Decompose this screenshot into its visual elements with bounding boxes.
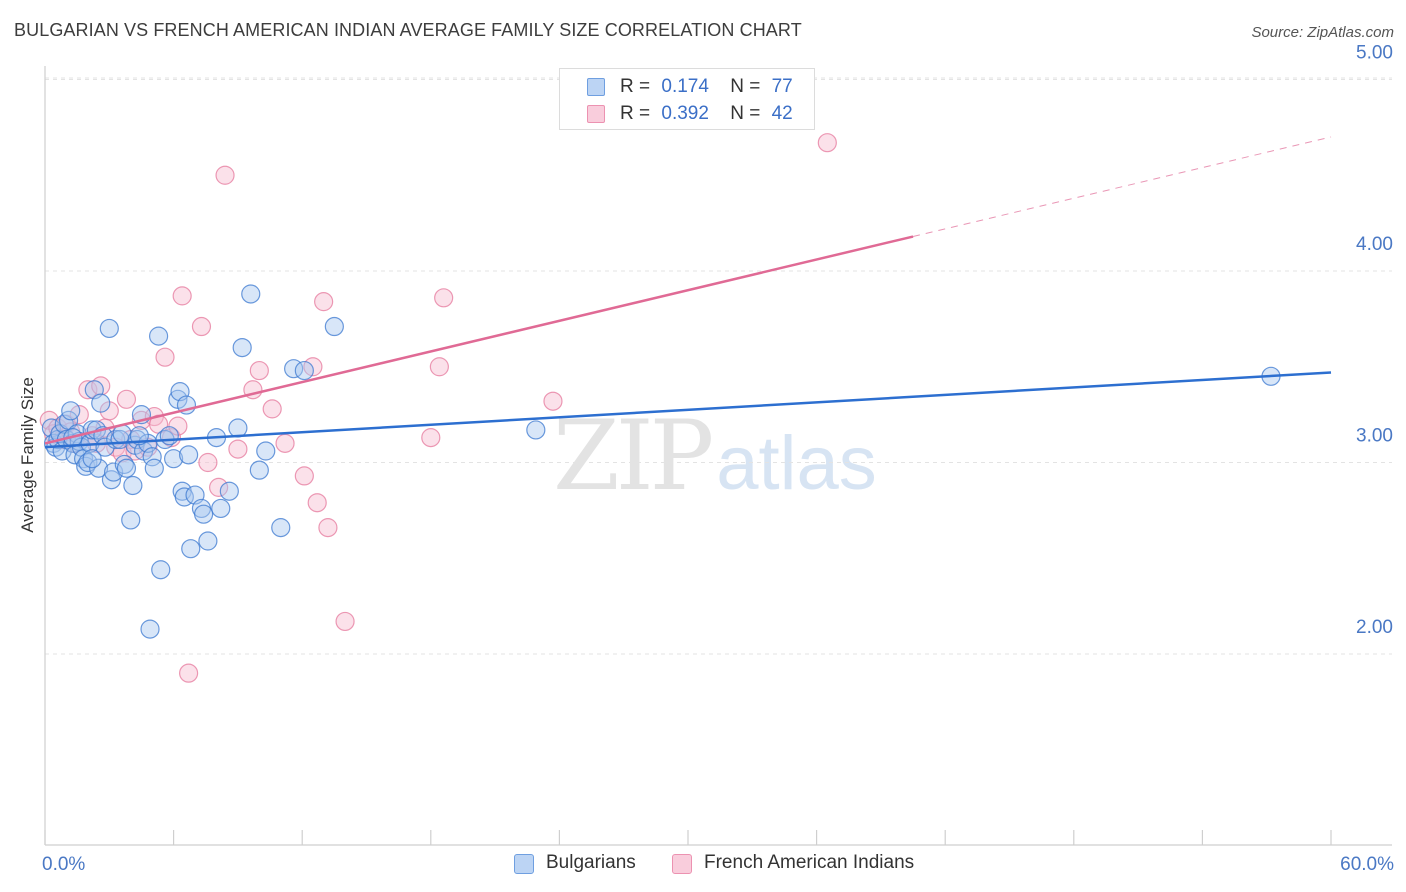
point-bulgarians-26 [99, 318, 119, 339]
point-bulgarians-63 [228, 418, 248, 438]
legend-n-label: N = [730, 76, 761, 97]
legend-r-value: 0.392 [661, 103, 709, 124]
point-bulgarians-35 [123, 475, 143, 496]
point-french-8 [78, 380, 98, 400]
point-french-42 [421, 428, 441, 448]
point-bulgarians-41 [140, 619, 160, 639]
correlation-legend: R = 0.174 N = 77 R = 0.392 N = 42 [559, 68, 815, 130]
legend-r-value: 0.174 [661, 76, 709, 97]
source-credit: Source: ZipAtlas.com [1251, 24, 1394, 41]
bottom-legend-swatch-french [672, 854, 692, 874]
legend-n-label: N = [730, 103, 761, 124]
legend-text-bulgarians: R = 0.174 N = 77 [620, 76, 793, 98]
point-bulgarians-68 [249, 460, 269, 480]
point-bulgarians-28 [103, 462, 124, 482]
y-tick-label-1: 3.00 [1356, 426, 1393, 447]
y-tick-label-3: 5.00 [1356, 43, 1393, 64]
point-french-41 [335, 611, 355, 632]
watermark: ZIPatlas [553, 400, 877, 512]
point-bulgarians-64 [232, 338, 252, 358]
point-french-26 [179, 663, 199, 683]
point-french-33 [249, 360, 269, 381]
legend-text-french: R = 0.392 N = 42 [620, 103, 793, 125]
point-bulgarians-71 [324, 316, 344, 337]
point-bulgarians-45 [151, 560, 171, 580]
y-tick-label-2: 4.00 [1356, 234, 1393, 255]
trend-line-extension-french [912, 136, 1332, 238]
trend-line-french [44, 235, 914, 445]
x-tick-label-0: 0.0% [42, 854, 85, 875]
point-french-35 [275, 433, 295, 453]
point-french-34 [262, 399, 282, 419]
point-bulgarians-42 [142, 447, 162, 467]
points-layer [39, 133, 1281, 683]
x-tick-label-1: 60.0% [1340, 854, 1394, 875]
bottom-legend-swatch-bulgarians [514, 854, 534, 874]
point-french-43 [429, 357, 449, 377]
point-bulgarians-55 [181, 539, 201, 559]
trend-line-bulgarians [44, 371, 1332, 449]
point-bulgarians-59 [198, 531, 218, 551]
tick-label-layer: 2.00 3.00 4.00 5.00 0.0% 60.0% [42, 43, 1394, 876]
point-bulgarians-75 [82, 449, 102, 469]
watermark-atlas: atlas [716, 421, 877, 506]
legend-n-value: 77 [771, 76, 793, 97]
point-bulgarians-48 [164, 449, 184, 469]
point-bulgarians-43 [144, 458, 164, 478]
point-french-45 [543, 391, 563, 411]
point-french-22 [155, 347, 175, 367]
point-bulgarians-67 [271, 518, 291, 538]
trend-layer [44, 136, 1332, 449]
chart-title: BULGARIAN VS FRENCH AMERICAN INDIAN AVER… [14, 20, 802, 40]
grid-layer [45, 77, 1392, 655]
point-bulgarians-65 [241, 284, 261, 304]
point-bulgarians-62 [219, 481, 239, 501]
legend-n-value: 42 [771, 103, 793, 124]
point-french-40 [318, 518, 338, 538]
point-french-38 [307, 493, 327, 513]
point-bulgarians-44 [148, 326, 169, 346]
point-bulgarians-58 [194, 504, 214, 524]
point-french-39 [314, 292, 334, 312]
point-french-28 [198, 452, 218, 473]
point-bulgarians-23 [91, 393, 111, 413]
watermark-zip: ZIP [553, 400, 714, 512]
point-bulgarians-70 [294, 360, 314, 381]
point-bulgarians-33 [116, 458, 137, 478]
point-bulgarians-34 [121, 510, 141, 530]
legend-r-label: R = [620, 103, 651, 124]
point-french-36 [294, 466, 314, 486]
bottom-legend-label-bulgarians: Bulgarians [546, 852, 636, 873]
legend-swatch-bulgarians [587, 78, 605, 96]
point-french-47 [116, 389, 137, 409]
point-bulgarians-61 [211, 498, 231, 519]
point-bulgarians-66 [256, 441, 276, 461]
point-bulgarians-47 [159, 426, 179, 446]
legend-swatch-french [587, 105, 605, 123]
point-french-27 [191, 316, 212, 337]
point-bulgarians-27 [101, 470, 122, 490]
point-bulgarians-54 [179, 445, 199, 465]
legend-r-label: R = [620, 76, 651, 97]
point-french-30 [215, 165, 235, 185]
bottom-legend-label-french: French American Indians [704, 852, 915, 873]
point-bulgarians-72 [526, 420, 546, 440]
point-french-31 [228, 439, 248, 459]
point-french-25 [172, 286, 192, 306]
point-french-46 [817, 133, 837, 153]
y-tick-label-0: 2.00 [1356, 617, 1393, 638]
point-bulgarians-9 [61, 401, 81, 421]
point-bulgarians-22 [88, 458, 109, 478]
point-french-29 [209, 477, 229, 497]
axis-layer [44, 66, 1392, 846]
point-french-44 [434, 288, 454, 308]
